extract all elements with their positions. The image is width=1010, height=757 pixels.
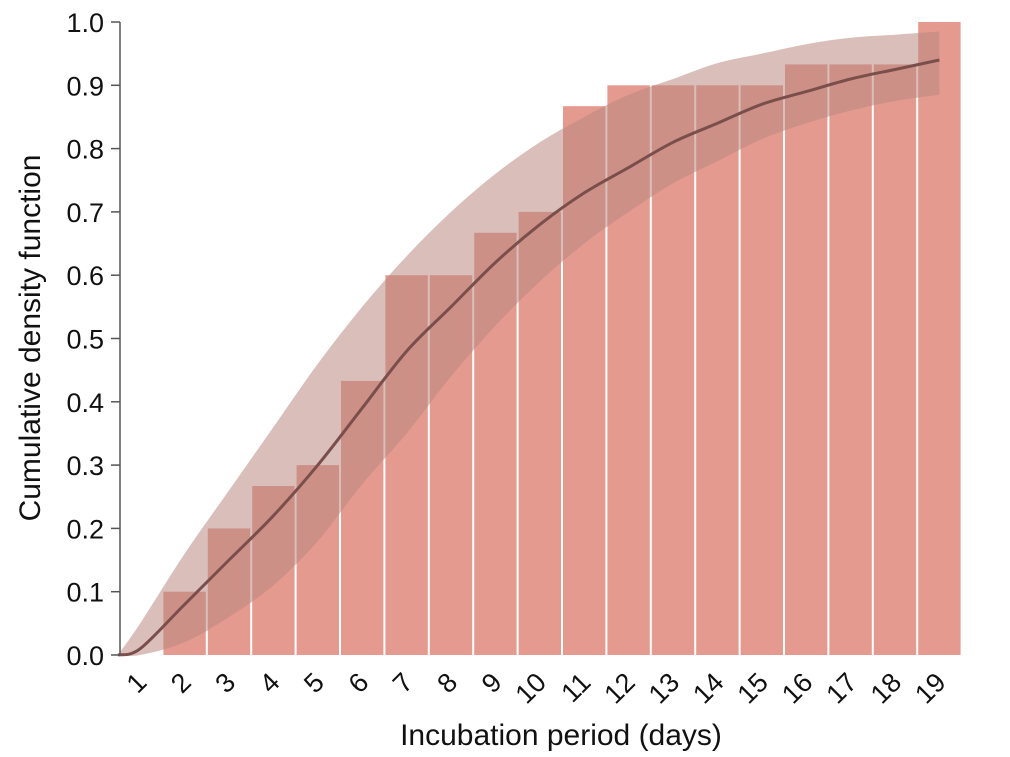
x-tick-label: 16 [776, 667, 818, 709]
y-tick-label: 0.5 [66, 325, 104, 355]
x-tick-label: 17 [820, 667, 862, 709]
bar-day-15 [740, 85, 783, 656]
x-tick-label: 2 [165, 667, 197, 699]
x-tick-label: 9 [476, 667, 508, 699]
confidence-band [118, 31, 940, 656]
y-axis-title: Cumulative density function [14, 155, 47, 522]
bar-day-17 [829, 64, 872, 655]
y-tick-label: 1.0 [66, 8, 104, 38]
x-axis: 1 2 3 4 5 6 7 8 9 10 11 12 13 14 15 16 17 18 19 [121, 667, 952, 709]
bar-day-14 [696, 85, 739, 656]
x-tick-label: 11 [555, 667, 596, 708]
x-tick-label: 1 [121, 667, 153, 699]
bar-day-18 [873, 64, 917, 655]
x-tick-label: 19 [909, 667, 951, 709]
x-tick-label: 10 [510, 667, 552, 709]
bar-day-19 [918, 22, 961, 655]
y-tick-label: 0.8 [66, 135, 104, 165]
y-axis: 0.0 0.1 0.2 0.3 0.4 0.5 0.6 0.7 0.8 0.9 1.0 [66, 8, 121, 671]
x-tick-label: 18 [865, 667, 907, 709]
y-tick-label: 0.0 [66, 641, 104, 671]
x-tick-label: 13 [643, 667, 685, 709]
x-tick-label: 12 [598, 667, 640, 709]
y-tick-label: 0.3 [66, 451, 104, 481]
x-tick-label: 15 [732, 667, 774, 709]
x-tick-label: 5 [298, 667, 330, 699]
x-tick-label: 3 [209, 667, 241, 699]
y-tick-label: 0.1 [66, 578, 104, 608]
y-tick-label: 0.4 [66, 388, 104, 418]
bar-day-16 [785, 64, 828, 655]
x-tick-label: 6 [343, 667, 375, 699]
x-tick-label: 8 [431, 667, 463, 699]
x-tick-label: 14 [687, 667, 729, 709]
y-tick-label: 0.9 [66, 71, 104, 101]
y-tick-label: 0.7 [66, 198, 104, 228]
y-tick-label: 0.6 [66, 261, 104, 291]
x-tick-label: 4 [254, 667, 286, 699]
y-tick-label: 0.2 [66, 514, 104, 544]
x-tick-label: 7 [387, 667, 419, 699]
fitted-curve-line [117, 58, 940, 657]
x-axis-title: Incubation period (days) [400, 719, 722, 752]
